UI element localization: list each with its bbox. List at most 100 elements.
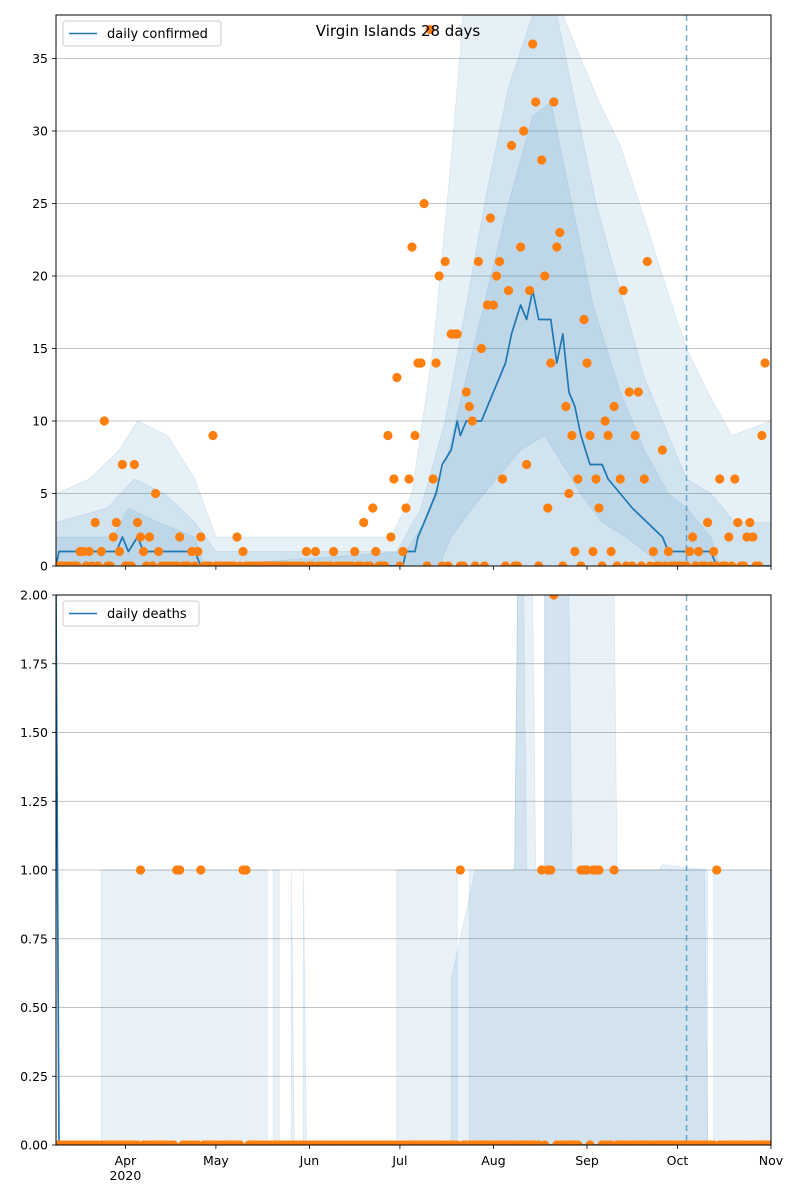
confirmed-legend: daily confirmed <box>62 20 222 47</box>
data-point <box>147 561 158 566</box>
data-point <box>105 561 115 566</box>
data-point <box>494 256 505 267</box>
data-point <box>573 1140 583 1145</box>
data-point <box>555 227 565 238</box>
data-point <box>549 97 559 107</box>
y-tick-label: 30 <box>32 124 48 139</box>
data-point <box>461 387 471 397</box>
band-middle <box>56 15 771 566</box>
data-point <box>585 1140 595 1145</box>
data-point <box>208 430 218 441</box>
confirmed-panel: 0 5 10 15 20 25 30 35 Virgin Islands 28 days da… <box>32 14 772 574</box>
confirmed-legend-label: daily confirmed <box>107 27 208 42</box>
data-point <box>573 474 583 484</box>
data-point <box>591 474 601 484</box>
data-point <box>630 430 640 441</box>
data-point <box>516 242 526 252</box>
x-tick-label: Jul <box>391 1153 407 1168</box>
data-point <box>639 474 649 484</box>
x-tick-label: May <box>203 1153 229 1168</box>
data-point <box>694 546 704 557</box>
data-point <box>579 314 589 325</box>
data-point <box>531 97 541 107</box>
data-point <box>431 358 441 368</box>
data-point <box>90 517 100 528</box>
deaths-legend: daily deaths <box>62 600 200 627</box>
data-point <box>730 474 740 484</box>
data-point <box>745 517 755 528</box>
data-point <box>196 532 206 542</box>
data-point <box>395 561 405 566</box>
data-point <box>760 358 770 368</box>
y-tick-label: 0.25 <box>20 1069 48 1084</box>
data-point <box>681 561 692 566</box>
data-point <box>733 517 743 528</box>
data-point <box>603 430 613 441</box>
data-point <box>425 24 435 35</box>
confirmed-plot-area <box>56 15 771 566</box>
data-point <box>383 430 393 441</box>
data-point <box>241 865 251 875</box>
x-tick-label: Sep <box>575 1153 599 1168</box>
data-point <box>132 517 143 528</box>
data-point <box>386 532 396 542</box>
data-point <box>129 459 139 470</box>
data-point <box>389 474 399 484</box>
x-tick-label: Oct <box>667 1153 689 1168</box>
data-point <box>561 401 571 412</box>
data-point <box>175 532 185 542</box>
trend-line <box>56 289 771 566</box>
data-point <box>467 416 477 426</box>
data-point <box>401 503 411 513</box>
data-point <box>72 561 82 566</box>
data-point <box>712 865 722 875</box>
x-tick-sublabel: 2020 <box>109 1168 141 1183</box>
data-point <box>464 401 474 412</box>
y-tick-label: 1.75 <box>20 656 48 671</box>
data-point <box>528 39 538 49</box>
data-point <box>398 546 408 557</box>
data-point <box>525 285 535 296</box>
data-point <box>238 546 248 557</box>
y-tick-label: 0 <box>40 559 48 574</box>
data-point <box>748 532 758 542</box>
data-point <box>365 561 375 566</box>
confirmed-observed-points <box>56 24 770 566</box>
data-point <box>500 561 511 566</box>
data-point <box>684 546 695 557</box>
data-point <box>434 271 444 281</box>
data-point <box>428 474 438 484</box>
confirmed-legend-box <box>62 20 222 47</box>
deaths-panel: 0.00 0.25 0.50 0.75 1.00 1.25 1.50 1.75 2.00 Apr… <box>20 588 784 1184</box>
x-tick-label: Jun <box>299 1153 320 1168</box>
band-outer <box>56 15 771 566</box>
data-point <box>479 561 489 566</box>
y-tick-label: 15 <box>32 341 48 356</box>
data-point <box>135 532 146 542</box>
data-point <box>564 488 574 499</box>
y-tick-label: 20 <box>32 269 48 284</box>
data-point <box>497 474 508 484</box>
y-tick-label: 1.00 <box>20 863 48 878</box>
data-point <box>138 546 149 557</box>
y-tick-label: 5 <box>40 486 48 501</box>
data-point <box>310 546 321 557</box>
data-point <box>727 561 737 566</box>
data-point <box>715 474 725 484</box>
data-point <box>485 213 495 223</box>
data-point <box>534 561 544 566</box>
data-point <box>380 561 390 566</box>
confirmed-y-axis-ticks: 0 5 10 15 20 25 30 35 <box>32 51 56 574</box>
data-point <box>368 503 378 513</box>
data-point <box>540 271 550 281</box>
trend-line <box>56 595 771 1145</box>
data-point <box>329 546 339 557</box>
data-point <box>663 546 674 557</box>
y-tick-label: 10 <box>32 414 48 429</box>
y-tick-label: 25 <box>32 196 48 211</box>
data-point <box>537 155 547 165</box>
data-point <box>549 595 559 600</box>
data-point <box>600 416 610 426</box>
data-point <box>235 1140 245 1145</box>
